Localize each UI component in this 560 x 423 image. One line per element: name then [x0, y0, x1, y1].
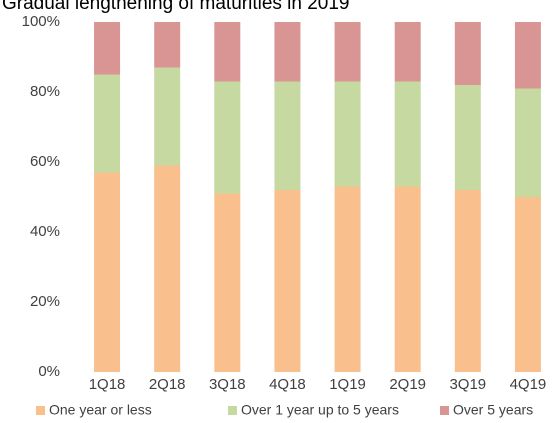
bar-segment [334, 22, 361, 82]
legend-label: Over 1 year up to 5 years [241, 402, 399, 418]
x-tick-label: 1Q18 [89, 376, 126, 393]
bar-segment [394, 81, 421, 187]
bar-segment [334, 81, 361, 187]
x-tick-label: 4Q18 [269, 376, 306, 393]
bar-segment [394, 186, 421, 372]
bar-segment [214, 22, 241, 82]
bar-segment [274, 22, 301, 82]
x-tick-label: 3Q18 [209, 376, 246, 393]
x-tick-label: 2Q19 [389, 376, 426, 393]
bar-segment [454, 85, 481, 190]
bar-segment [154, 67, 181, 166]
x-tick-label: 2Q18 [149, 376, 186, 393]
bar-segment [514, 22, 541, 89]
bar-segment [514, 197, 541, 372]
bar-segment [334, 186, 361, 372]
y-tick-label: 40% [30, 223, 60, 240]
legend-label: One year or less [49, 402, 152, 418]
y-tick-label: 20% [30, 293, 60, 310]
bar-segment [514, 88, 541, 197]
bar-segment [454, 22, 481, 85]
bar-segment [154, 165, 181, 372]
bar-segment [94, 74, 121, 173]
y-tick-label: 60% [30, 153, 60, 170]
legend-swatch [440, 406, 449, 415]
bar-segment [274, 190, 301, 372]
x-tick-label: 4Q19 [510, 376, 547, 393]
bar-segment [454, 190, 481, 372]
bar-segment [94, 22, 121, 75]
x-tick-label: 3Q19 [449, 376, 486, 393]
bar-segment [154, 22, 181, 68]
legend-label: Over 5 years [453, 402, 533, 418]
bar-segment [214, 193, 241, 372]
y-tick-label: 0% [38, 363, 60, 380]
bar-segment [394, 22, 421, 82]
y-tick-label: 100% [22, 13, 60, 30]
bar-segment [94, 172, 121, 372]
bar-segment [274, 81, 301, 190]
bar-segment [214, 81, 241, 194]
y-tick-label: 80% [30, 83, 60, 100]
x-tick-label: 1Q19 [329, 376, 366, 393]
chart-title: Gradual lengthening of maturities in 201… [2, 0, 350, 14]
legend-swatch [228, 406, 237, 415]
legend-swatch [36, 406, 45, 415]
